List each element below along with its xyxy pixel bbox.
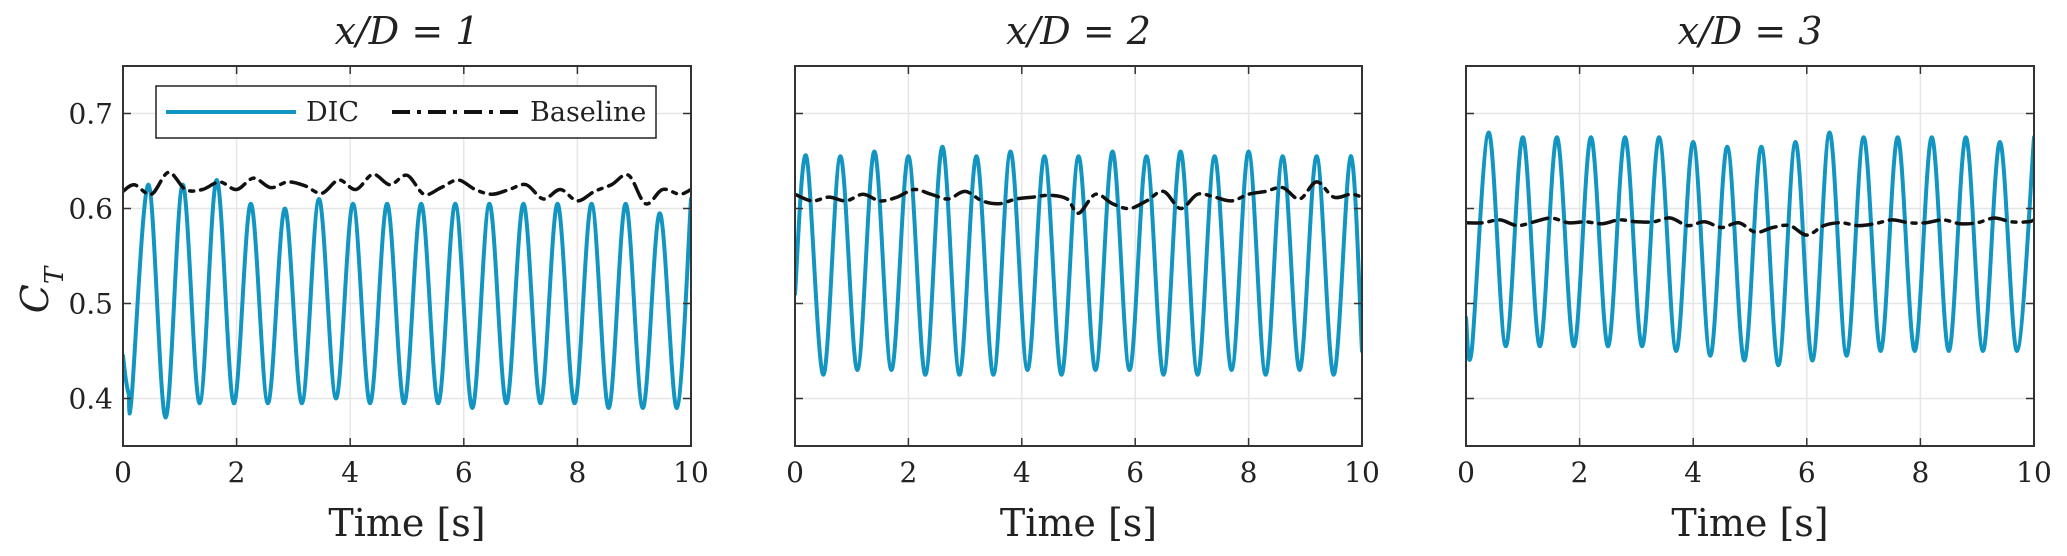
x-tick-label: 6 <box>1126 456 1144 489</box>
x-tick-label: 4 <box>341 456 359 489</box>
x-tick-label: 10 <box>673 456 709 489</box>
panel-title: x/D = 3 <box>1678 9 1823 53</box>
axes-frame <box>1465 65 2035 447</box>
y-tick-label: 0.4 <box>68 383 113 416</box>
y-tick-label: 0.5 <box>68 288 113 321</box>
series-line-dic <box>123 178 691 420</box>
panel-xd3: 0 2 4 6 8 10 x/D = 3 Time [s] <box>1457 9 2052 545</box>
y-tick-label: 0.7 <box>68 98 113 131</box>
y-axis-label: CT <box>13 265 70 313</box>
legend: DIC Baseline <box>155 85 657 139</box>
x-axis-label: Time [s] <box>1000 501 1157 545</box>
plot-area <box>795 66 1362 446</box>
x-axis-label: Time [s] <box>1671 501 1828 545</box>
legend-label-dic: DIC <box>306 97 359 128</box>
series-line-baseline <box>1466 216 2034 237</box>
x-tick-label: 10 <box>1344 456 1380 489</box>
x-tick-label: 10 <box>2016 456 2052 489</box>
axes-frame <box>794 65 1363 447</box>
series-line-dic <box>795 144 1362 377</box>
x-tick-label: 2 <box>228 456 246 489</box>
x-tick-label: 8 <box>1240 456 1258 489</box>
series-line-baseline <box>123 170 691 206</box>
x-tick-label: 0 <box>1457 456 1475 489</box>
x-tick-label: 2 <box>1571 456 1589 489</box>
x-tick-label: 2 <box>899 456 917 489</box>
panel-title: x/D = 1 <box>335 9 480 53</box>
series-line-baseline <box>795 180 1362 215</box>
y-axis-label-subscript: T <box>40 265 70 284</box>
x-tick-label: 4 <box>1013 456 1031 489</box>
x-tick-label: 0 <box>786 456 804 489</box>
panel-xd2: 0 2 4 6 8 10 x/D = 2 Time [s] <box>786 9 1380 545</box>
x-tick-label: 8 <box>1911 456 1929 489</box>
x-tick-label: 8 <box>568 456 586 489</box>
x-tick-label: 6 <box>1798 456 1816 489</box>
panel-title: x/D = 2 <box>1006 9 1151 53</box>
x-tick-label: 4 <box>1684 456 1702 489</box>
legend-label-baseline: Baseline <box>530 97 646 128</box>
series-line-dic <box>1466 130 2034 368</box>
y-axis-label-main: C <box>13 284 57 313</box>
plot-area <box>1466 66 2034 446</box>
axes-frame <box>122 65 692 447</box>
x-tick-label: 6 <box>455 456 473 489</box>
x-tick-label: 0 <box>114 456 132 489</box>
x-axis-label: Time [s] <box>328 501 485 545</box>
y-tick-label: 0.6 <box>68 193 113 226</box>
